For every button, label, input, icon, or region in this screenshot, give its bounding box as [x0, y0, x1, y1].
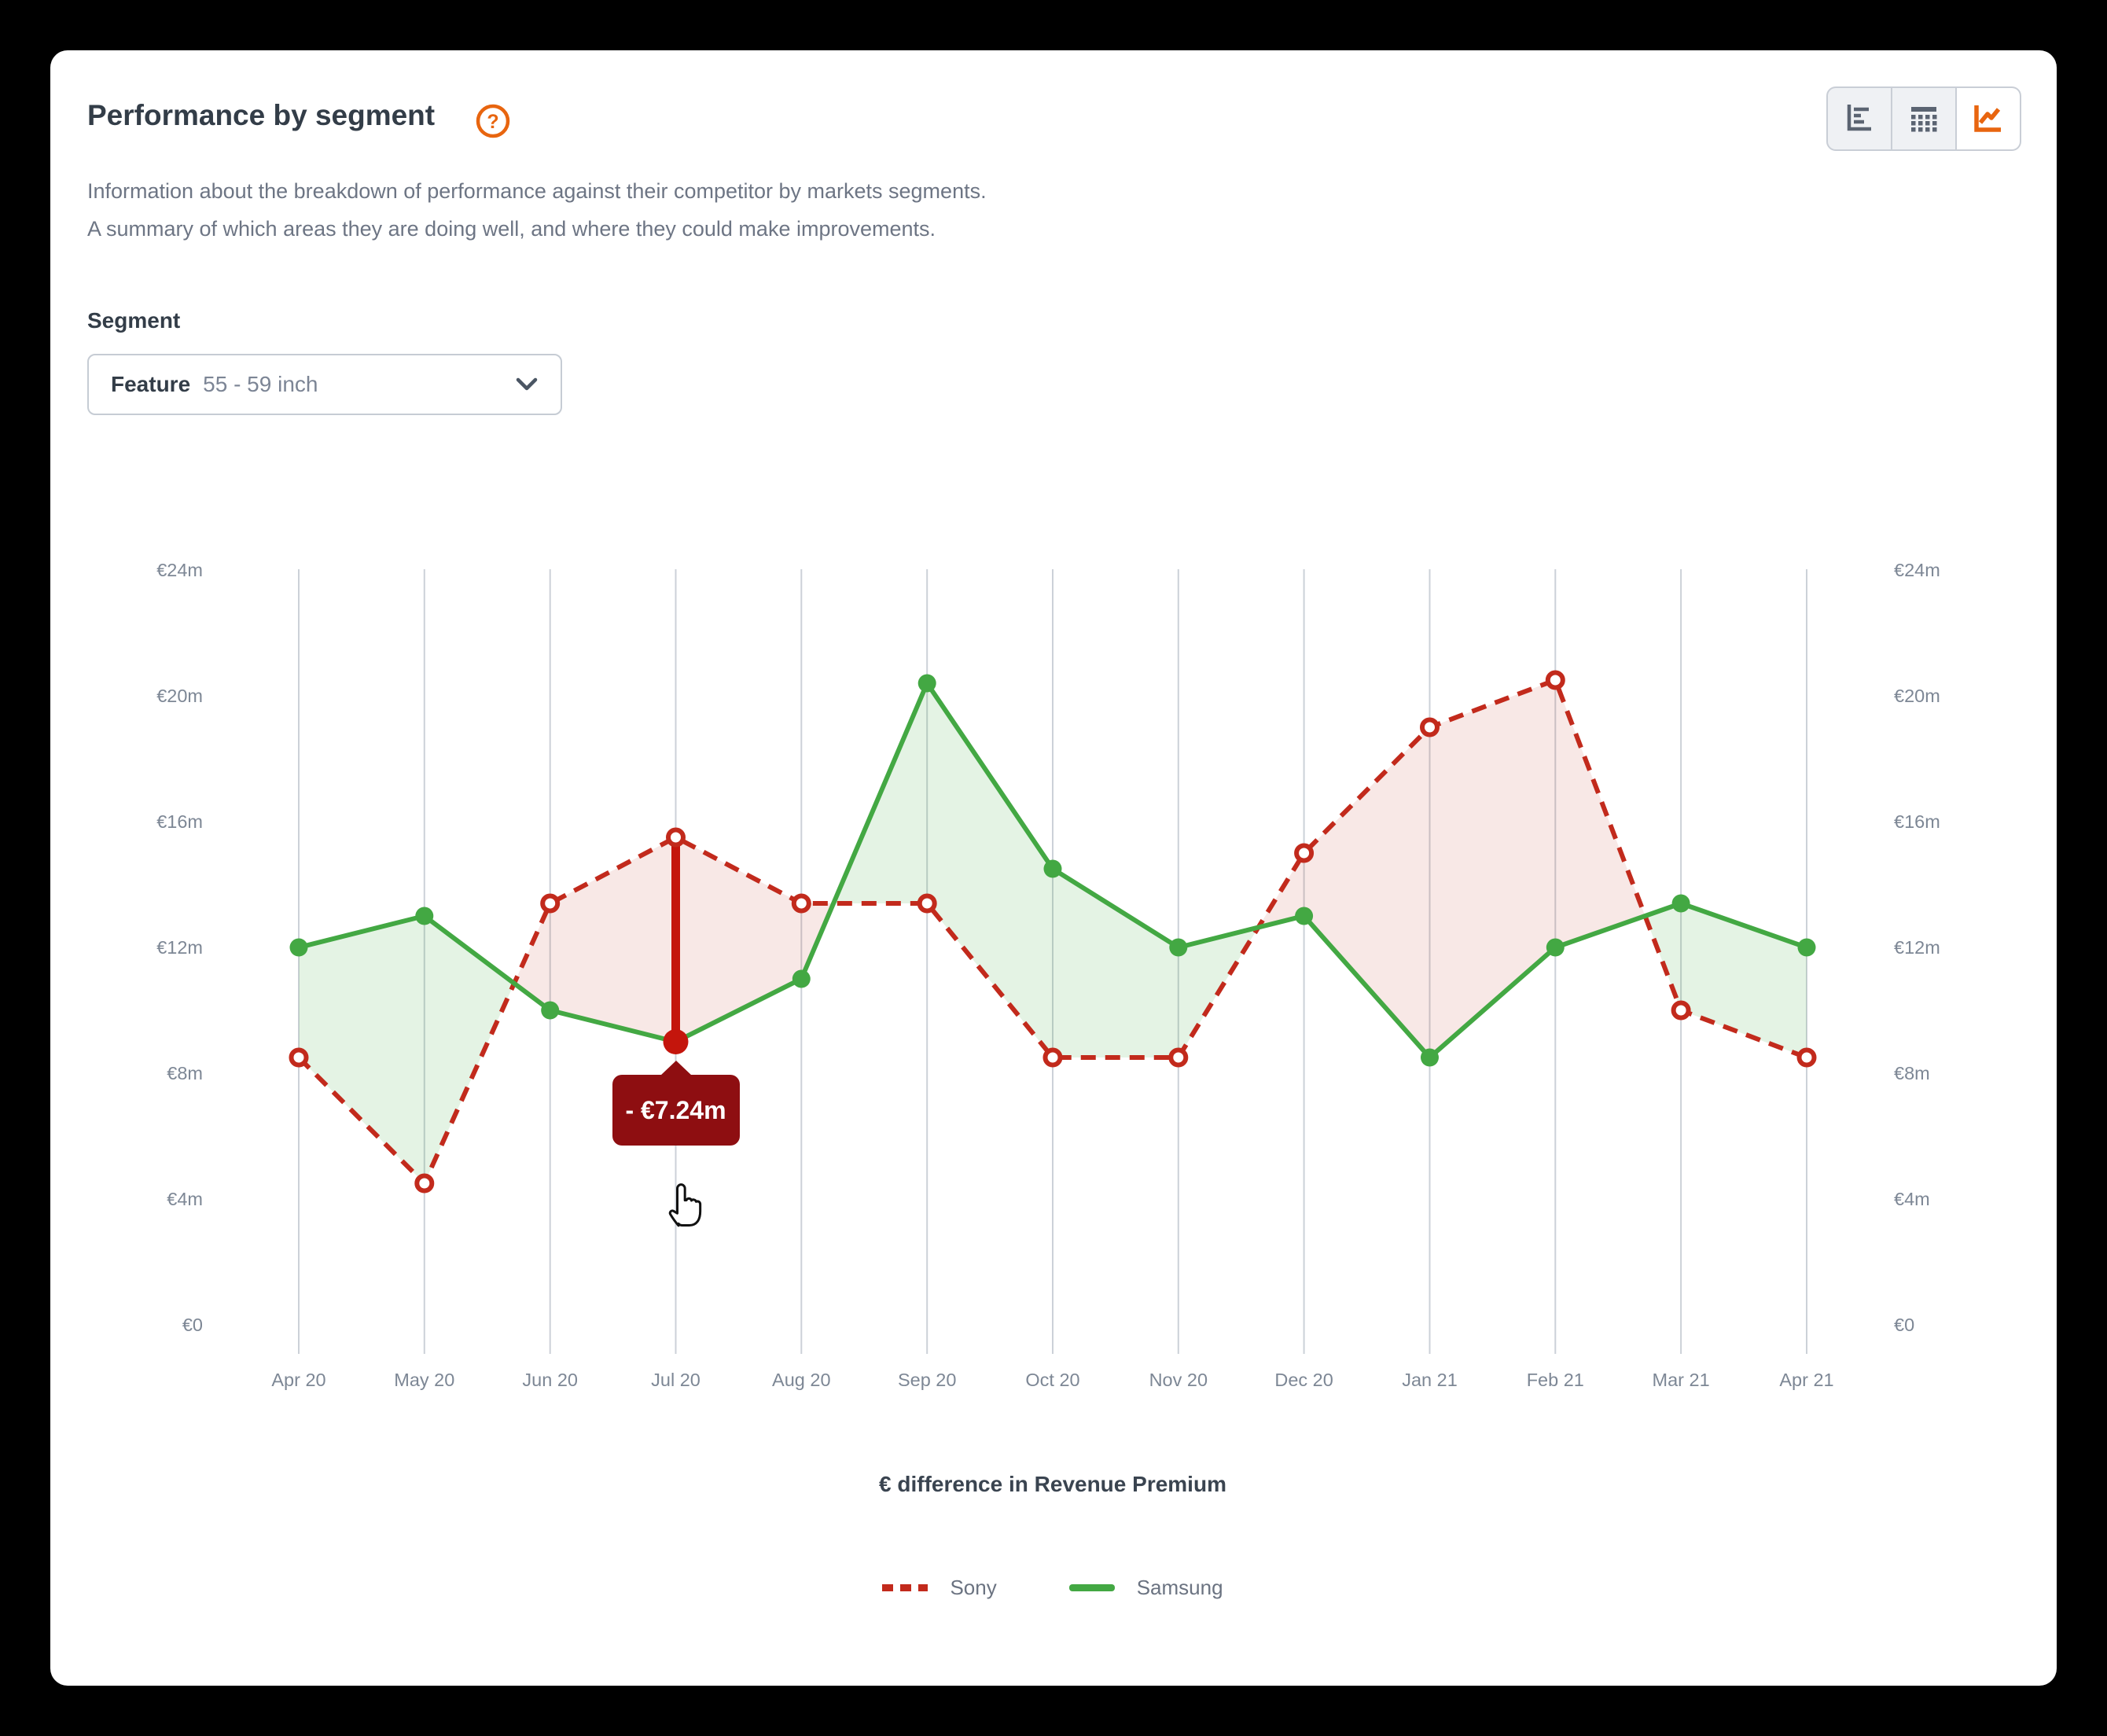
svg-text:€0: €0	[1894, 1315, 1914, 1335]
svg-text:€24m: €24m	[156, 560, 203, 580]
chevron-down-icon	[515, 377, 539, 392]
svg-text:Sep 20: Sep 20	[898, 1370, 956, 1390]
segment-label: Segment	[87, 308, 181, 333]
y-axis-labels: €0 €0 €4m €4m €8m €8m €12m €12m €16m €16m €20m €20m…	[156, 560, 1940, 1335]
svg-text:Feb 21: Feb 21	[1527, 1370, 1584, 1390]
chart-type-toolbar	[1826, 86, 2021, 151]
svg-text:€16m: €16m	[1894, 811, 1940, 832]
svg-text:Jun 20: Jun 20	[522, 1370, 578, 1390]
difference-tooltip: - €7.24m	[612, 1075, 740, 1146]
legend-item-sony[interactable]: Sony	[882, 1576, 997, 1600]
table-view-button[interactable]	[1892, 88, 1955, 149]
svg-text:€4m: €4m	[1894, 1189, 1930, 1209]
samsung-solid-swatch-icon	[1068, 1584, 1115, 1591]
hand-cursor-icon	[665, 1182, 708, 1229]
line-chart-icon	[1970, 100, 2006, 138]
svg-text:Mar 21: Mar 21	[1653, 1370, 1710, 1390]
svg-text:Oct 20: Oct 20	[1025, 1370, 1079, 1390]
svg-text:Dec 20: Dec 20	[1274, 1370, 1333, 1390]
segment-dropdown[interactable]: Feature 55 - 59 inch	[87, 354, 562, 415]
x-axis-labels: Apr 20 May 20 Jun 20 Jul 20 Aug 20 Sep 20 Oct …	[271, 1370, 1833, 1390]
help-icon[interactable]: ?	[475, 103, 511, 139]
x-axis-title: € difference in Revenue Premium	[879, 1472, 1226, 1496]
bar-chart-view-button[interactable]	[1828, 88, 1891, 149]
svg-text:Apr 20: Apr 20	[271, 1370, 325, 1390]
segment-dropdown-value: 55 - 59 inch	[203, 372, 318, 396]
svg-text:€12m: €12m	[156, 937, 203, 958]
sony-markers[interactable]	[289, 670, 1817, 1194]
description-line-2: A summary of which areas they are doing …	[87, 217, 936, 241]
description-line-1: Information about the breakdown of perfo…	[87, 179, 987, 203]
legend-label: Samsung	[1136, 1576, 1223, 1599]
svg-text:€20m: €20m	[1894, 686, 1940, 706]
sony-dashed-swatch-icon	[882, 1584, 928, 1591]
svg-text:Jul 20: Jul 20	[651, 1370, 700, 1390]
svg-text:Apr 21: Apr 21	[1779, 1370, 1833, 1390]
line-chart-view-button[interactable]	[1957, 88, 2020, 149]
svg-text:€12m: €12m	[1894, 937, 1940, 958]
svg-text:Nov 20: Nov 20	[1149, 1370, 1208, 1390]
gridlines	[298, 569, 1807, 1354]
svg-text:?: ?	[487, 111, 498, 133]
performance-card: Performance by segment ?	[50, 50, 2057, 1686]
bar-chart-icon	[1841, 100, 1877, 138]
svg-text:€4m: €4m	[167, 1189, 203, 1209]
svg-text:€8m: €8m	[167, 1063, 203, 1083]
segment-dropdown-prefix: Feature	[111, 372, 191, 396]
highlight-point[interactable]	[663, 1029, 689, 1054]
svg-text:€16m: €16m	[156, 811, 203, 832]
legend-item-samsung[interactable]: Samsung	[1068, 1576, 1223, 1600]
table-icon	[1906, 100, 1942, 138]
svg-text:Aug 20: Aug 20	[772, 1370, 830, 1390]
tooltip-value: - €7.24m	[625, 1095, 726, 1124]
svg-text:May 20: May 20	[394, 1370, 454, 1390]
svg-text:€20m: €20m	[156, 686, 203, 706]
svg-text:€8m: €8m	[1894, 1063, 1930, 1083]
page-title: Performance by segment	[87, 99, 436, 131]
legend-label: Sony	[950, 1576, 997, 1599]
chart-legend: Sony Samsung	[660, 1576, 1446, 1600]
svg-text:Jan 21: Jan 21	[1402, 1370, 1458, 1390]
svg-text:€24m: €24m	[1894, 560, 1940, 580]
svg-text:€0: €0	[182, 1315, 203, 1335]
